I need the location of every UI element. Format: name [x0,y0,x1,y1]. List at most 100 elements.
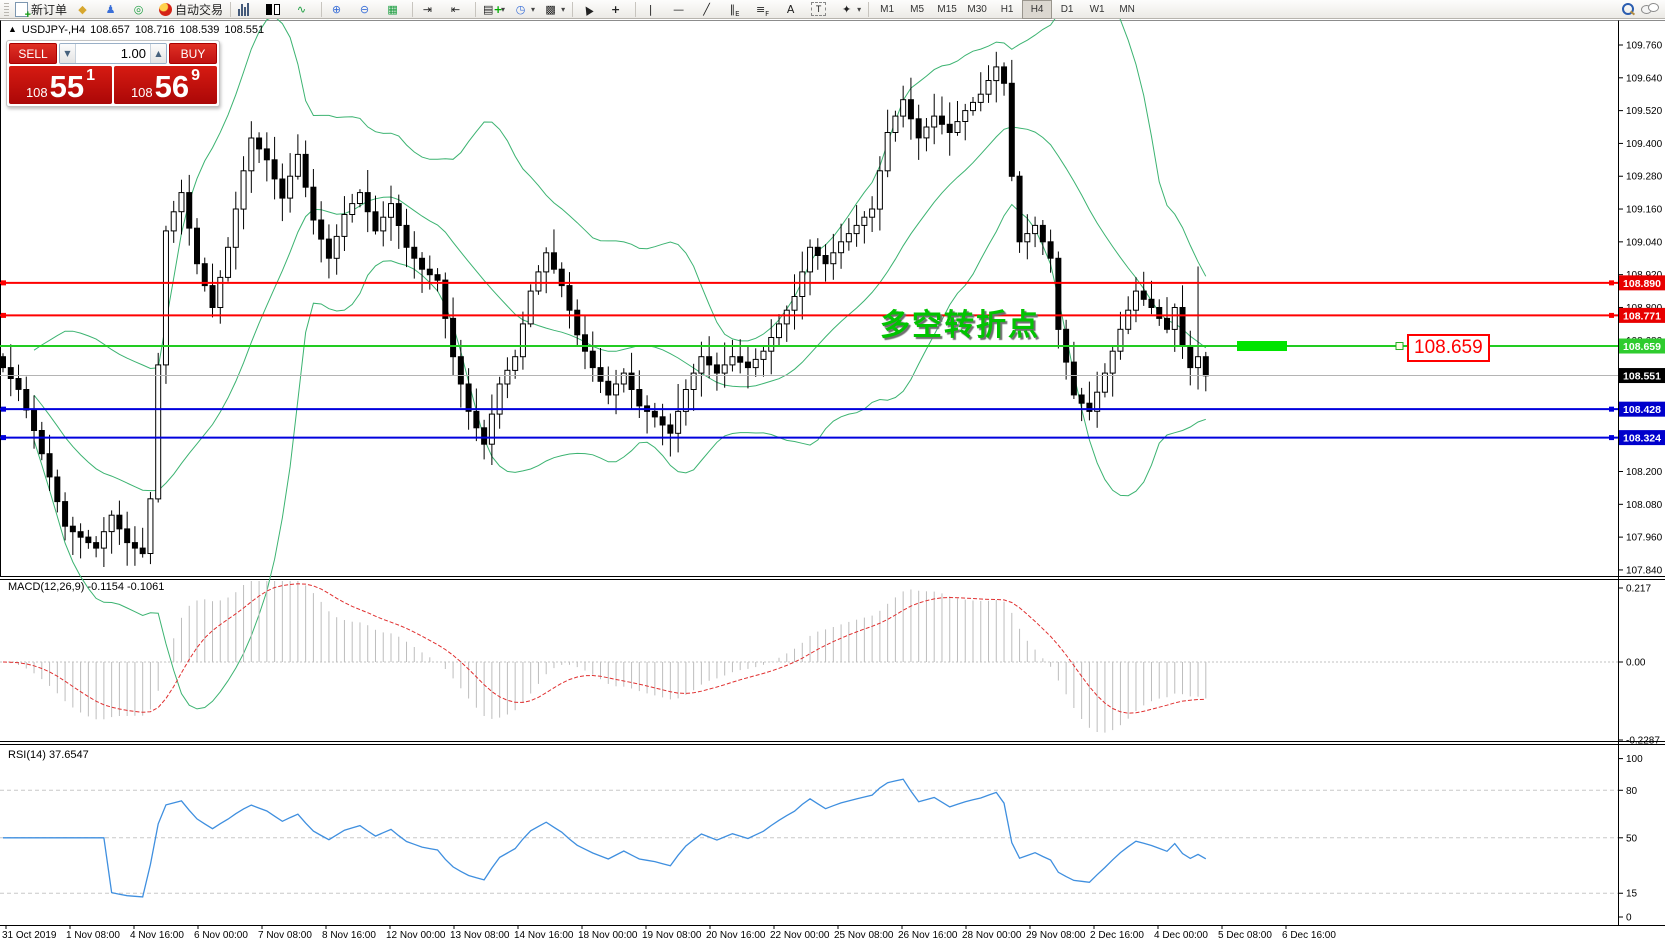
candle-body [721,364,728,374]
chart-shift-button[interactable]: ⇤ [444,0,472,19]
line-anchor[interactable] [1609,280,1614,286]
candle-body [380,216,387,232]
timeframe-mn[interactable]: MN [1119,3,1135,15]
new-order-button[interactable]: + 新订单 [11,0,71,20]
price-tick-label: 107.840 [1626,565,1663,576]
candle-body [636,389,643,407]
collapse-triangle-icon[interactable]: ▲ [8,24,17,34]
time-axis-label: 2 Dec 16:00 [1090,930,1144,941]
separator [635,1,637,17]
buy-button[interactable]: BUY [169,43,217,64]
line-anchor[interactable] [1,312,6,318]
ohlc-high: 108.716 [134,24,175,36]
timeframe-h1[interactable]: H1 [1000,3,1014,15]
chart-candles-button[interactable] [262,0,290,19]
templates-button[interactable]: ▩ ▾ [539,0,569,19]
timeframe-m1[interactable]: M1 [880,3,895,15]
crosshair-icon: + [610,2,621,16]
line-anchor[interactable] [1609,435,1614,441]
candle-body [411,246,418,259]
line-anchor[interactable] [1,280,6,286]
zoom-out-button[interactable]: ⊖ [353,0,381,19]
profile-button[interactable]: ♟ [99,0,127,19]
candle-body [923,126,930,139]
toolbar-grip[interactable] [4,2,9,16]
candle-body [1156,307,1163,319]
candle-body [1039,224,1046,243]
price-tick-label: 108.080 [1626,500,1663,511]
buy-price-pips: 56 [154,69,190,104]
candle-body [442,279,449,319]
sell-button[interactable]: SELL [9,43,57,64]
buy-price-button[interactable]: 108 56 9 [114,66,217,104]
price-tick-label: 109.760 [1626,41,1663,52]
chevron-down-icon: ▾ [531,4,536,14]
line-anchor[interactable] [1609,312,1614,318]
candle-body [900,99,907,117]
hline-tool-button[interactable]: — [667,0,695,19]
fibonacci-tool-button[interactable]: ≡F [751,0,779,19]
trendline-tool-button[interactable]: ╱ [695,0,723,19]
timeframe-m15[interactable]: M15 [937,3,957,15]
candle-body [271,159,278,180]
timeframe-m5[interactable]: M5 [910,3,925,15]
candle-body [426,268,433,276]
volume-increase-button[interactable]: ▲ [150,44,166,63]
candle-body [325,238,332,259]
candle-body [263,148,270,161]
vline-tool-button[interactable]: | [639,0,667,19]
line-anchor[interactable] [1,406,6,412]
candle-body [985,80,992,95]
volume-input[interactable] [76,44,150,63]
symbols-button[interactable]: ◆ [71,0,99,19]
text-icon: A [786,2,795,16]
chat-icon[interactable] [1641,2,1659,17]
indicators-button[interactable]: ▤+ ▾ [479,0,509,19]
auto-trading-button[interactable]: 自动交易 [155,0,227,19]
label-tool-button[interactable]: T [807,0,835,19]
time-axis-label: 4 Nov 16:00 [130,930,184,941]
candle-body [302,153,309,188]
candle-body [7,367,14,380]
arrows-tool-button[interactable]: ✦ ▾ [835,0,865,19]
periods-button[interactable]: ◷ ▾ [509,0,539,19]
radar-icon: ◎ [133,2,144,16]
zoom-in-button[interactable]: ⊕ [325,0,353,19]
timeframe-h4[interactable]: H4 [1022,0,1053,19]
time-axis-label: 7 Nov 08:00 [258,930,312,941]
chart-annotation-text[interactable]: 多空转折点 [880,309,1040,342]
text-tool-button[interactable]: A [779,0,807,19]
timeframe-w1[interactable]: W1 [1089,3,1105,15]
volume-decrease-button[interactable]: ▼ [60,44,76,63]
price-tag [1619,275,1665,291]
channel-tool-button[interactable]: ∥E [723,0,751,19]
line-anchor[interactable] [1609,406,1614,412]
chart-bars-button[interactable] [234,0,262,19]
line-anchor[interactable] [1,435,6,441]
search-icon[interactable] [1620,2,1636,17]
green-highlight-bar[interactable] [1237,341,1287,352]
crosshair-button[interactable]: + [604,0,632,19]
candle-body [217,276,224,308]
candle-body [838,241,845,254]
timeframe-m30[interactable]: M30 [967,3,987,15]
sell-price-button[interactable]: 108 55 1 [9,66,112,104]
candle-body [869,208,876,218]
candle-body [970,101,976,112]
callout-anchor[interactable] [1395,342,1404,351]
candle-body [287,175,294,199]
candle-body [395,203,402,227]
candle-body [915,118,922,139]
tile-windows-button[interactable]: ▦ [381,0,409,19]
candle-body [240,170,247,210]
chart-line-button[interactable]: ∿ [290,0,318,19]
timeframe-d1[interactable]: D1 [1060,3,1074,15]
candle-body [1008,82,1015,177]
auto-scroll-button[interactable]: ⇥ [416,0,444,19]
candle-body [372,211,379,232]
price-callout-box[interactable]: 108.659 [1407,334,1490,362]
cursor-button[interactable]: ▲ [576,0,604,19]
alerts-button[interactable]: ◎ [127,0,155,19]
time-axis-label: 26 Nov 16:00 [898,930,958,941]
candle-body [46,453,53,478]
